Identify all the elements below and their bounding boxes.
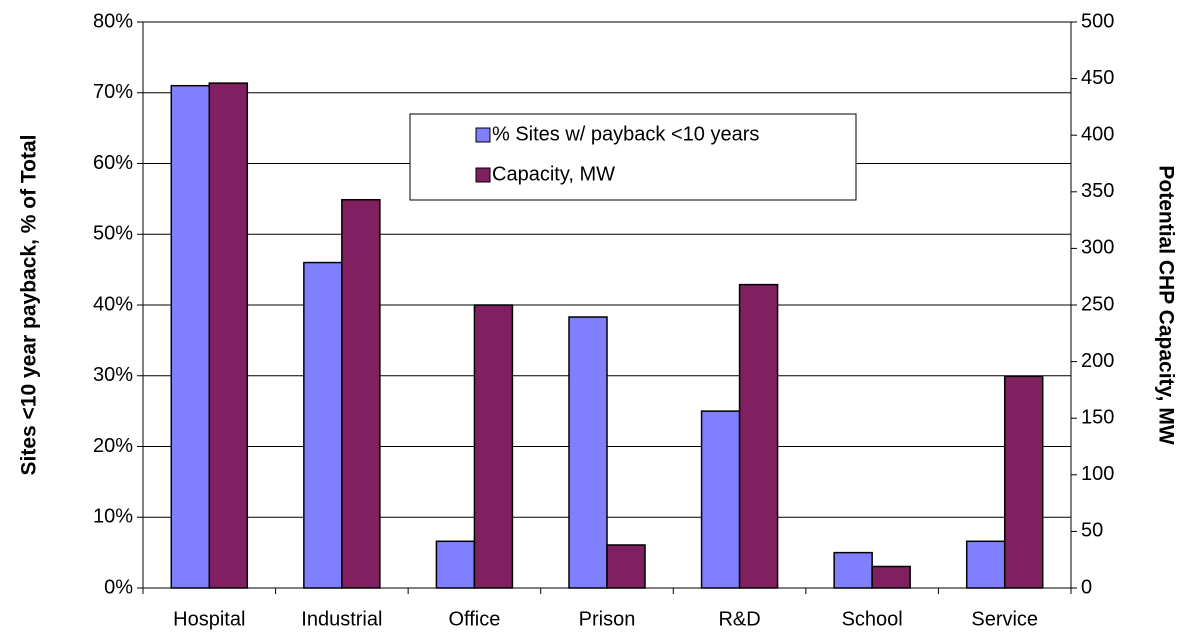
y2-tick-label: 500 — [1081, 10, 1114, 32]
bar — [738, 283, 779, 589]
bar — [303, 261, 343, 589]
y-axis-title: Sites <10 year payback, % of Total — [18, 134, 41, 475]
bar — [700, 410, 741, 589]
legend-swatch — [475, 167, 491, 183]
legend-label: % Sites w/ payback <10 years — [492, 123, 759, 145]
y-tick-label: 80% — [93, 10, 133, 32]
y-tick-label: 40% — [93, 293, 133, 315]
x-tick-label: School — [842, 608, 903, 630]
x-tick-label: Industrial — [301, 608, 382, 630]
bar — [833, 551, 873, 589]
legend-label: Capacity, MW — [492, 163, 615, 185]
y2-tick-label: 400 — [1081, 123, 1114, 145]
y-tick-label: 60% — [93, 152, 133, 174]
y-tick-label: 50% — [93, 223, 133, 245]
y2-tick-label: 100 — [1081, 463, 1114, 485]
bar — [871, 565, 911, 589]
bar — [473, 304, 514, 589]
bar — [341, 198, 381, 589]
x-tick-label: Office — [448, 608, 500, 630]
y2-tick-label: 250 — [1081, 293, 1114, 315]
x-tick-label: Hospital — [173, 608, 245, 630]
x-tick-label: Prison — [579, 608, 636, 630]
y2-tick-label: 50 — [1081, 520, 1103, 542]
bar — [965, 540, 1006, 589]
y2-tick-label: 350 — [1081, 180, 1114, 202]
bar — [170, 84, 211, 589]
y2-axis-title: Potential CHP Capacity, MW — [1154, 165, 1177, 444]
bar — [606, 544, 646, 589]
legend-swatch — [475, 127, 491, 143]
y2-tick-label: 300 — [1081, 237, 1114, 259]
y-tick-label: 0% — [104, 576, 133, 598]
y2-tick-label: 150 — [1081, 406, 1114, 428]
bar — [568, 316, 608, 589]
bar — [435, 540, 476, 589]
y-tick-label: 20% — [93, 435, 133, 457]
bar — [1003, 375, 1044, 589]
x-tick-label: Service — [971, 608, 1038, 630]
y2-tick-label: 0 — [1081, 576, 1092, 598]
y2-tick-label: 200 — [1081, 350, 1114, 372]
x-tick-label: R&D — [718, 608, 760, 630]
y-tick-label: 70% — [93, 81, 133, 103]
y-tick-label: 30% — [93, 364, 133, 386]
y2-tick-label: 450 — [1081, 67, 1114, 89]
bar — [208, 82, 249, 589]
y-tick-label: 10% — [93, 506, 133, 528]
